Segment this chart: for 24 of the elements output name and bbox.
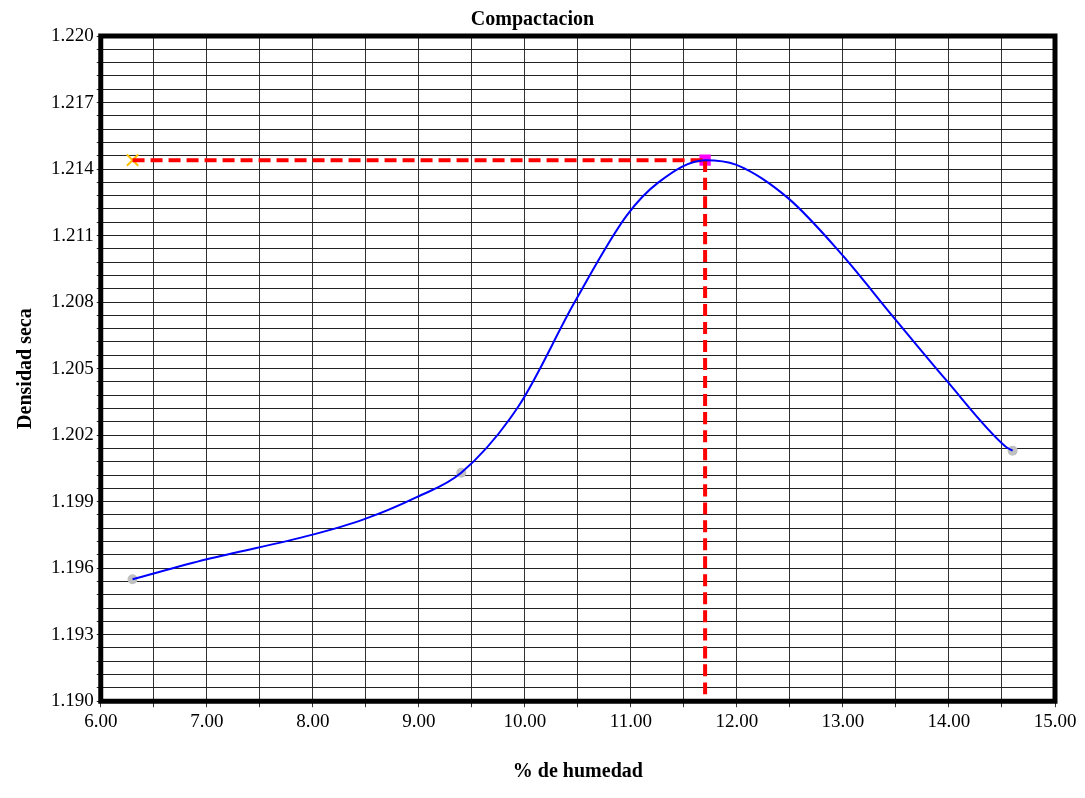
y-tick-label: 1.196 bbox=[51, 556, 94, 578]
x-tick-label: 9.00 bbox=[402, 709, 436, 731]
y-tick-label: 1.193 bbox=[51, 622, 94, 644]
y-tick-label: 1.217 bbox=[51, 90, 94, 112]
chart-title: Compactacion bbox=[470, 7, 595, 31]
y-tick-label: 1.190 bbox=[51, 689, 94, 711]
x-tick-label: 15.00 bbox=[1033, 709, 1077, 731]
y-tick-label: 1.202 bbox=[51, 423, 94, 445]
x-tick-label: 7.00 bbox=[190, 709, 224, 731]
y-tick-label: 1.214 bbox=[51, 157, 95, 179]
x-tick-label: 14.00 bbox=[927, 709, 971, 731]
x-tick-label: 12.00 bbox=[715, 709, 759, 731]
y-axis-title: Densidad seca bbox=[13, 308, 36, 429]
x-tick-label: 13.00 bbox=[821, 709, 865, 731]
x-tick-label: 11.00 bbox=[609, 709, 652, 731]
y-tick-label: 1.199 bbox=[51, 489, 94, 511]
y-tick-label: 1.211 bbox=[51, 223, 94, 245]
x-tick-label: 10.00 bbox=[503, 709, 547, 731]
x-tick-label: 6.00 bbox=[84, 709, 118, 731]
y-tick-label: 1.205 bbox=[51, 356, 94, 378]
y-tick-label: 1.220 bbox=[51, 23, 94, 45]
x-tick-label: 8.00 bbox=[296, 709, 330, 731]
y-tick-label: 1.208 bbox=[51, 290, 94, 312]
x-axis-title: % de humedad bbox=[512, 759, 643, 782]
